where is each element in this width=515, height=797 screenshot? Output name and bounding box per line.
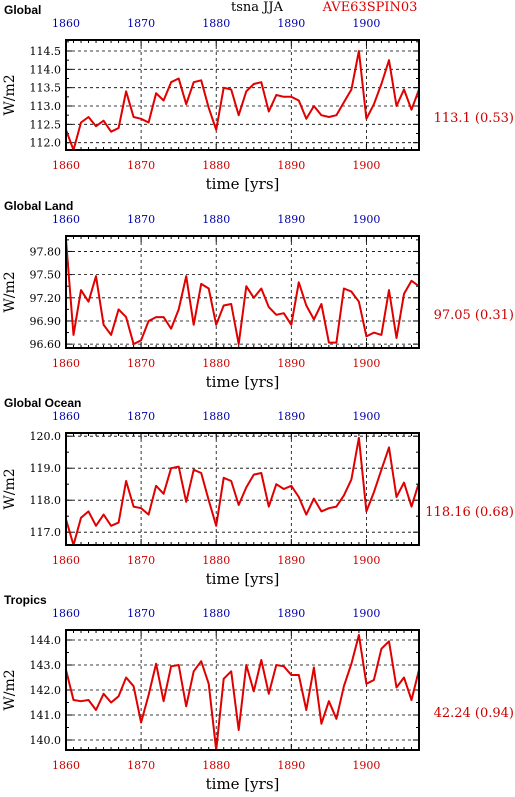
y-tick-label: 142.0	[30, 684, 62, 697]
x-tick-label-top: 1860	[52, 607, 80, 620]
x-tick-label: 1870	[127, 759, 155, 772]
x-tick-label: 1900	[352, 554, 380, 567]
x-tick-label: 1900	[352, 159, 380, 172]
stat-label: 113.1 (0.53)	[434, 111, 514, 126]
x-tick-label-top: 1870	[127, 213, 155, 226]
chart-panel: Global Land 96.60 96.90 97.20 97.50 97.80 1860…	[2, 199, 514, 391]
y-tick-label: 144.0	[30, 634, 62, 647]
x-tick-label: 1900	[352, 759, 380, 772]
x-tick-label-top: 1890	[277, 213, 305, 226]
panel-title: Global Land	[4, 199, 73, 213]
x-tick-label-top: 1900	[352, 607, 380, 620]
x-tick-label-top: 1890	[277, 410, 305, 423]
x-tick-label-top: 1860	[52, 213, 80, 226]
panel-title: Tropics	[4, 593, 47, 607]
x-tick-label: 1880	[202, 554, 230, 567]
x-tick-label-top: 1860	[52, 410, 80, 423]
x-axis-label: time [yrs]	[206, 175, 280, 193]
y-axis-label: W/m2	[2, 74, 18, 115]
y-tick-label: 114.0	[30, 63, 62, 76]
series-line	[65, 634, 420, 751]
plot-frame	[65, 39, 420, 151]
series-line	[65, 239, 420, 346]
x-tick-label-top: 1890	[277, 607, 305, 620]
y-tick-label: 118.0	[30, 494, 62, 507]
run-label: AVE63SPIN03	[322, 0, 418, 15]
x-tick-label: 1890	[277, 357, 305, 370]
y-tick-label: 119.0	[30, 462, 62, 475]
stat-label: 118.16 (0.68)	[425, 505, 514, 520]
y-tick-label: 113.5	[30, 82, 62, 95]
plot-frame	[65, 432, 420, 546]
stat-label: 42.24 (0.94)	[434, 706, 514, 721]
y-axis-label: W/m2	[2, 669, 18, 710]
x-tick-label-top: 1880	[202, 213, 230, 226]
y-tick-label: 143.0	[30, 659, 62, 672]
chart-panel: Global 112.0 112.5 113.0 113.5 114.0 114.5 1860…	[2, 3, 514, 193]
chart-panel: Tropics 140.0 141.0 142.0 143.0 144.0 1860 1860…	[2, 593, 514, 793]
y-tick-label: 97.20	[30, 292, 62, 305]
series-line	[65, 50, 420, 151]
x-tick-label-top: 1880	[202, 17, 230, 30]
y-tick-label: 113.0	[30, 100, 62, 113]
x-tick-label: 1870	[127, 554, 155, 567]
x-tick-label-top: 1870	[127, 410, 155, 423]
plot-frame	[65, 235, 420, 349]
x-tick-label: 1890	[277, 159, 305, 172]
variable-label: tsna JJA	[231, 0, 284, 15]
x-tick-label-top: 1890	[277, 17, 305, 30]
y-tick-label: 96.90	[30, 315, 62, 328]
y-tick-label: 97.80	[30, 245, 62, 258]
y-tick-label: 112.5	[30, 118, 62, 131]
x-tick-label: 1880	[202, 159, 230, 172]
x-tick-label: 1870	[127, 159, 155, 172]
panels: Global 112.0 112.5 113.0 113.5 114.0 114.5 1860…	[2, 3, 514, 793]
x-tick-label-top: 1900	[352, 410, 380, 423]
x-axis-label: time [yrs]	[206, 373, 280, 391]
x-tick-label: 1880	[202, 759, 230, 772]
x-tick-label-top: 1900	[352, 213, 380, 226]
x-tick-label: 1870	[127, 357, 155, 370]
x-tick-label-top: 1870	[127, 17, 155, 30]
panel-title: Global	[4, 3, 41, 17]
plot-frame	[65, 629, 420, 751]
x-tick-label: 1860	[52, 357, 80, 370]
x-tick-label-top: 1900	[352, 17, 380, 30]
series-line	[65, 436, 420, 546]
x-tick-label-top: 1880	[202, 410, 230, 423]
y-axis-label: W/m2	[2, 271, 18, 312]
x-tick-label: 1860	[52, 159, 80, 172]
x-tick-label: 1860	[52, 759, 80, 772]
chart-panel: Global Ocean 117.0 118.0 119.0 120.0 1860 1860…	[2, 396, 514, 588]
y-tick-label: 141.0	[30, 709, 62, 722]
x-tick-label: 1880	[202, 357, 230, 370]
panel-title: Global Ocean	[4, 396, 81, 410]
x-tick-label: 1860	[52, 554, 80, 567]
y-tick-label: 117.0	[30, 526, 62, 539]
y-tick-label: 114.5	[30, 45, 62, 58]
y-axis-label: W/m2	[2, 468, 18, 509]
y-tick-label: 120.0	[30, 430, 62, 443]
x-tick-label: 1890	[277, 759, 305, 772]
y-tick-label: 96.60	[30, 338, 62, 351]
y-tick-label: 140.0	[30, 734, 62, 747]
y-tick-label: 97.50	[30, 269, 62, 282]
x-axis-label: time [yrs]	[206, 570, 280, 588]
x-tick-label-top: 1880	[202, 607, 230, 620]
x-tick-label: 1900	[352, 357, 380, 370]
x-tick-label-top: 1860	[52, 17, 80, 30]
stat-label: 97.05 (0.31)	[434, 308, 514, 323]
x-axis-label: time [yrs]	[206, 775, 280, 793]
x-tick-label: 1890	[277, 554, 305, 567]
y-tick-label: 112.0	[30, 137, 62, 150]
x-tick-label-top: 1870	[127, 607, 155, 620]
